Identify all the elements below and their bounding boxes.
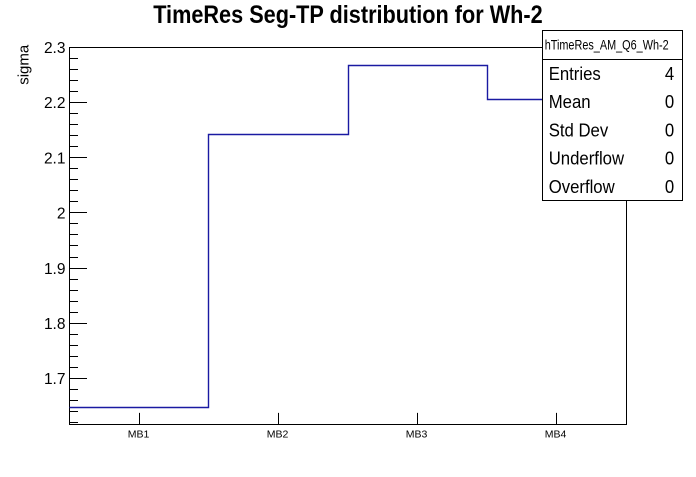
svg-text:0: 0 xyxy=(665,177,674,197)
svg-text:2.2: 2.2 xyxy=(44,95,66,112)
svg-text:MB2: MB2 xyxy=(267,429,289,441)
svg-text:4: 4 xyxy=(665,64,674,84)
svg-text:sigma: sigma xyxy=(15,44,32,85)
svg-text:MB1: MB1 xyxy=(128,429,150,441)
svg-text:MB4: MB4 xyxy=(545,429,567,441)
svg-text:0: 0 xyxy=(665,92,674,112)
svg-text:Overflow: Overflow xyxy=(549,177,616,197)
svg-text:Underflow: Underflow xyxy=(549,149,625,169)
svg-text:Mean: Mean xyxy=(549,92,591,112)
svg-text:1.9: 1.9 xyxy=(44,261,66,278)
svg-text:hTimeRes_AM_Q6_Wh-2: hTimeRes_AM_Q6_Wh-2 xyxy=(545,37,669,53)
svg-text:MB3: MB3 xyxy=(406,429,428,441)
svg-text:0: 0 xyxy=(665,120,674,140)
svg-text:2.3: 2.3 xyxy=(44,40,66,57)
svg-text:2.1: 2.1 xyxy=(44,150,66,167)
svg-text:0: 0 xyxy=(665,149,674,169)
svg-text:Std Dev: Std Dev xyxy=(549,120,609,140)
svg-text:2: 2 xyxy=(57,206,66,223)
svg-text:TimeRes Seg-TP distribution fo: TimeRes Seg-TP distribution for Wh-2 xyxy=(153,1,543,29)
svg-text:1.8: 1.8 xyxy=(44,316,66,333)
svg-text:Entries: Entries xyxy=(549,64,601,84)
svg-text:1.7: 1.7 xyxy=(44,371,66,388)
